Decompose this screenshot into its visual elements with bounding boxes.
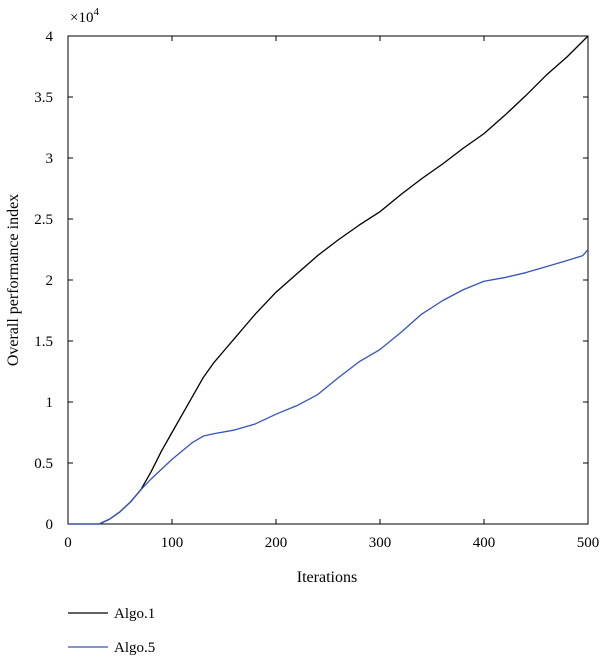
series-line-algo-5 — [68, 249, 589, 525]
y-axis-title: Overall performance index — [5, 194, 22, 366]
legend-label: Algo.5 — [114, 640, 155, 656]
x-axis-ticks: 0 100 200 300 400 500 — [64, 36, 599, 551]
series-line-algo-1 — [68, 35, 589, 525]
y-tick-label: 2.5 — [34, 212, 53, 228]
y-tick-label: 3 — [46, 151, 54, 167]
legend: Algo.1 Algo.5 — [68, 606, 155, 656]
y-tick-label: 3.5 — [34, 90, 53, 106]
plot-frame — [67, 35, 589, 525]
series-lines — [68, 35, 589, 525]
x-tick-label: 0 — [64, 535, 72, 551]
x-tick-label: 100 — [161, 535, 184, 551]
y-tick-label: 0 — [46, 517, 54, 533]
y-tick-label: 2 — [46, 273, 54, 289]
x-tick-label: 500 — [577, 535, 600, 551]
x-tick-label: 300 — [369, 535, 392, 551]
x-axis-title: Iterations — [297, 569, 357, 586]
y-tick-label: 1 — [46, 395, 54, 411]
y-tick-label: 1.5 — [34, 334, 53, 350]
legend-label: Algo.1 — [114, 606, 155, 622]
y-tick-label: 4 — [46, 29, 54, 45]
x-tick-label: 200 — [265, 535, 288, 551]
plot-area-border — [67, 35, 589, 525]
y-tick-label: 0.5 — [34, 456, 53, 472]
y-axis-ticks: 0 0.5 1 1.5 2 2.5 3 3.5 4 — [34, 29, 588, 533]
y-multiplier-label: ×104 — [70, 6, 99, 26]
x-tick-label: 400 — [473, 535, 496, 551]
